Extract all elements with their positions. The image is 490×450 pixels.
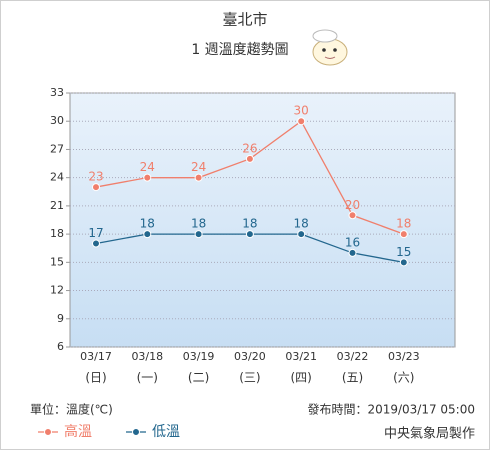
x-weekday-label: (三) <box>239 371 260 385</box>
data-label: 26 <box>242 141 257 155</box>
legend-label: 高溫 <box>64 423 92 440</box>
mascot <box>312 29 348 66</box>
data-label: 20 <box>345 198 360 212</box>
point <box>143 173 152 182</box>
x-tick-label: 03/17 <box>80 350 112 363</box>
data-label: 23 <box>88 170 103 184</box>
point <box>194 173 203 182</box>
point <box>399 258 408 267</box>
x-weekday-label: (一) <box>137 371 158 385</box>
data-label: 24 <box>191 160 206 174</box>
legend-label: 低溫 <box>152 424 180 440</box>
x-weekday-label: (日) <box>85 371 106 385</box>
data-label: 18 <box>396 217 411 231</box>
point <box>194 230 203 239</box>
y-tick-label: 27 <box>50 142 64 155</box>
point <box>92 239 100 248</box>
chart-subtitle: 1 週溫度趨勢圖 <box>191 42 288 58</box>
point <box>92 183 100 192</box>
x-tick-label: 03/21 <box>285 350 317 363</box>
legend-marker <box>44 428 52 436</box>
y-tick-label: 12 <box>50 284 64 297</box>
x-weekday-label: (六) <box>393 371 414 385</box>
data-label: 16 <box>345 235 360 249</box>
point <box>297 117 306 126</box>
data-label: 18 <box>294 217 309 231</box>
point <box>143 230 152 239</box>
legend-marker <box>132 428 140 436</box>
point <box>348 248 357 257</box>
x-tick-label: 03/18 <box>131 350 163 363</box>
unit-note: 單位：溫度(℃) <box>30 402 113 417</box>
y-tick-label: 30 <box>50 114 64 127</box>
point <box>399 230 408 239</box>
data-label: 24 <box>140 160 155 174</box>
data-label: 18 <box>140 217 155 231</box>
data-label: 18 <box>242 217 257 231</box>
x-tick-label: 03/20 <box>234 350 266 363</box>
point <box>245 230 254 239</box>
y-tick-label: 24 <box>50 171 64 184</box>
x-tick-label: 03/19 <box>183 350 215 363</box>
point <box>245 154 254 163</box>
chart-title: 臺北市 <box>222 11 267 29</box>
y-tick-label: 33 <box>50 86 64 99</box>
y-tick-label: 9 <box>57 312 64 325</box>
x-weekday-label: (四) <box>291 371 312 385</box>
y-tick-label: 18 <box>50 227 64 240</box>
y-tick-label: 15 <box>50 255 64 268</box>
data-label: 17 <box>88 226 103 240</box>
point <box>348 211 357 220</box>
y-tick-label: 21 <box>50 199 64 212</box>
plot-area <box>69 92 456 348</box>
y-tick-label: 6 <box>57 340 64 353</box>
data-label: 15 <box>396 245 411 259</box>
data-label: 18 <box>191 217 206 231</box>
point <box>297 230 306 239</box>
x-tick-label: 03/22 <box>337 350 369 363</box>
credit: 中央氣象局製作 <box>384 427 475 442</box>
issued-time: 發布時間：2019/03/17 05:00 <box>307 402 475 417</box>
x-weekday-label: (五) <box>342 371 363 385</box>
data-label: 30 <box>294 104 309 118</box>
x-weekday-label: (二) <box>188 371 209 385</box>
x-tick-label: 03/23 <box>388 350 420 363</box>
